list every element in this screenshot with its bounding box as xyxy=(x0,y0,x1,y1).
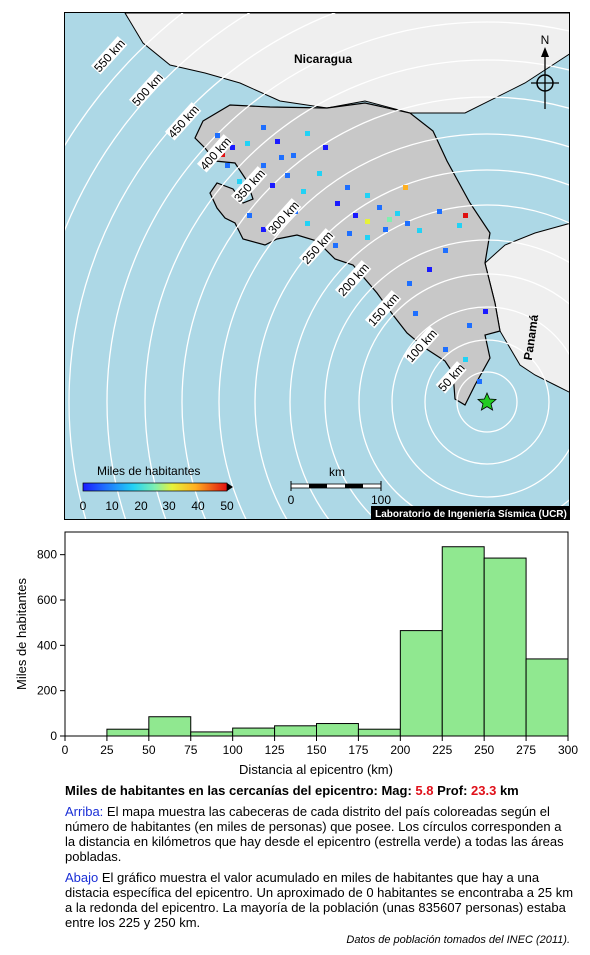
x-tick-label: 225 xyxy=(432,743,452,757)
histogram-bar xyxy=(232,727,276,737)
histogram-bar xyxy=(190,731,234,737)
histogram-bar xyxy=(357,728,401,737)
scale-unit: km xyxy=(329,465,345,479)
caption-bottom-lead: Abajo xyxy=(65,870,99,885)
histogram-bar xyxy=(148,716,192,737)
scale-bar: km 0 100 xyxy=(288,465,392,507)
scale-tick-100: 100 xyxy=(371,493,391,507)
y-tick-label: 400 xyxy=(37,638,57,652)
distance-rings xyxy=(65,13,569,519)
legend-tick-30: 30 xyxy=(162,499,176,513)
nicaragua-label: Nicaragua xyxy=(294,52,352,66)
x-tick-label: 150 xyxy=(306,743,326,757)
caption-paragraph-bottom: Abajo El gráfico muestra el valor acumul… xyxy=(65,870,575,930)
map-canvas: 50 km 100 km 150 km 200 km 250 km 300 km… xyxy=(65,13,569,520)
y-tick-label: 600 xyxy=(37,593,57,607)
x-tick-label: 300 xyxy=(558,743,578,757)
histogram-bar xyxy=(399,630,443,737)
x-tick-label: 275 xyxy=(516,743,536,757)
y-axis-label: Miles de habitantes xyxy=(14,577,29,690)
legend-tick-10: 10 xyxy=(105,499,119,513)
x-tick-label: 100 xyxy=(223,743,243,757)
x-tick-label: 0 xyxy=(62,743,69,757)
histogram-bar xyxy=(316,723,359,737)
y-tick-label: 800 xyxy=(37,548,57,562)
legend-tick-20: 20 xyxy=(134,499,148,513)
legend-title: Miles de habitantes xyxy=(97,464,200,478)
x-tick-label: 125 xyxy=(265,743,285,757)
histogram-canvas: 0 25 50 75 100 125 150 175 200 225 250 275 300 0 200 4… xyxy=(14,531,578,777)
histogram-bar xyxy=(483,557,527,737)
histogram-bar xyxy=(525,658,569,737)
population-histogram: 0 25 50 75 100 125 150 175 200 225 250 275 300 0 200 4… xyxy=(0,528,590,778)
nicaragua-land xyxy=(124,13,569,114)
epicenter-star-icon xyxy=(477,391,497,411)
y-tick-label: 200 xyxy=(37,684,57,698)
y-tick-label: 0 xyxy=(50,729,57,743)
legend-colorbar xyxy=(82,482,228,492)
legend-tick-50: 50 xyxy=(220,499,234,513)
histogram-bar xyxy=(274,725,318,737)
caption-top-lead: Arriba: xyxy=(65,804,104,819)
legend-tick-0: 0 xyxy=(80,499,87,513)
histogram-bar xyxy=(441,546,485,737)
caption-title-prefix: Miles de habitantes en las cercanías del… xyxy=(65,783,416,798)
legend-tick-40: 40 xyxy=(191,499,205,513)
x-tick-label: 250 xyxy=(474,743,494,757)
caption-title: Miles de habitantes en las cercanías del… xyxy=(65,783,575,798)
plot-frame xyxy=(64,531,569,737)
scale-tick-0: 0 xyxy=(288,493,295,507)
x-tick-label: 75 xyxy=(184,743,198,757)
credit-text: Laboratorio de Ingeniería Sísmica (UCR) xyxy=(375,509,567,520)
x-tick-label: 175 xyxy=(348,743,368,757)
magnitude-value: 5.8 xyxy=(415,783,434,798)
depth-value: 23.3 xyxy=(471,783,497,798)
depth-unit: km xyxy=(496,783,519,798)
histogram-bar xyxy=(106,728,150,737)
caption-top-text: El mapa muestra las cabeceras de cada di… xyxy=(65,804,564,864)
credit-box xyxy=(371,506,569,519)
x-tick-label: 25 xyxy=(100,743,114,757)
data-source-note: Datos de población tomados del INEC (201… xyxy=(346,934,570,946)
population-map: 50 km 100 km 150 km 200 km 250 km 300 km… xyxy=(64,12,570,520)
population-legend: Miles de habitantes 0 10 20 30 40 50 xyxy=(80,464,234,513)
north-arrow-icon: N xyxy=(531,33,559,109)
caption-paragraph-top: Arriba: El mapa muestra las cabeceras de… xyxy=(65,804,575,864)
x-tick-label: 200 xyxy=(390,743,410,757)
depth-label: Prof: xyxy=(433,783,472,798)
north-label: N xyxy=(541,33,550,47)
caption: Miles de habitantes en las cercanías del… xyxy=(65,783,575,936)
panama-label: Panamá xyxy=(521,313,541,361)
caption-bottom-text: El gráfico muestra el valor acumulado en… xyxy=(65,870,574,930)
x-tick-label: 50 xyxy=(142,743,156,757)
x-axis-label: Distancia al epicentro (km) xyxy=(239,762,393,777)
